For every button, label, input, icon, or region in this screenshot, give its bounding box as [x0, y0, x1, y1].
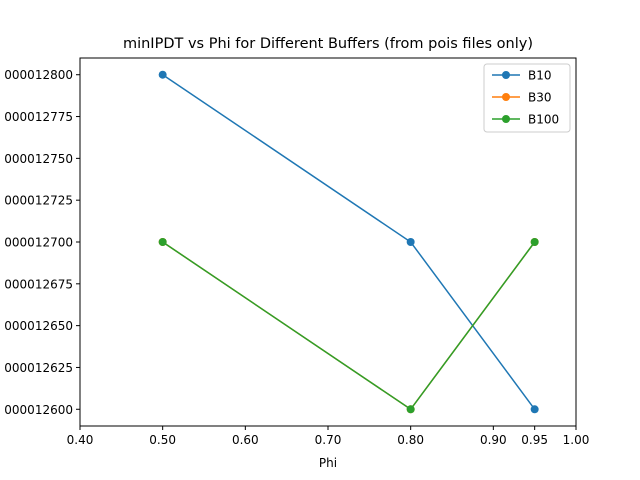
x-axis-title: Phi: [319, 456, 337, 470]
legend-swatch-marker: [502, 71, 510, 79]
legend: B10 B30 B100: [483, 63, 571, 133]
x-tick-label: 0.70: [315, 433, 342, 447]
x-tick-label: 0.95: [521, 433, 548, 447]
x-axis: 0.40 0.50 0.60 0.70 0.80 0.90 0.95 1.00: [67, 426, 590, 447]
data-point-b100: [158, 238, 167, 246]
y-tick-label: 000012800: [4, 68, 73, 82]
legend-swatch-marker: [502, 115, 510, 123]
y-tick-label: 000012650: [4, 319, 73, 333]
x-tick-label: 0.90: [480, 433, 507, 447]
y-tick-label: 000012750: [4, 152, 73, 166]
legend-label: B30: [528, 91, 552, 105]
x-tick-label: 1.00: [563, 433, 590, 447]
legend-swatch-marker: [502, 93, 510, 101]
data-point-b100: [530, 238, 539, 246]
data-point-b10: [406, 238, 415, 246]
data-point-b100: [406, 405, 415, 414]
x-tick-label: 0.60: [232, 433, 259, 447]
legend-label: B100: [528, 113, 559, 127]
legend-label: B10: [528, 69, 552, 83]
data-point-b10: [158, 70, 167, 79]
data-point-b10: [530, 405, 539, 414]
y-tick-label: 000012775: [4, 110, 73, 124]
y-axis: 000012600 000012625 000012650 000012675 0000…: [4, 68, 80, 417]
x-tick-label: 0.50: [149, 433, 176, 447]
legend-box: [483, 63, 571, 133]
y-tick-label: 000012600: [4, 403, 73, 417]
plot-area: [158, 70, 539, 414]
chart-title: minIPDT vs Phi for Different Buffers (fr…: [123, 36, 533, 52]
y-tick-label: 000012700: [4, 236, 73, 250]
y-tick-label: 000012675: [4, 277, 73, 291]
x-tick-label: 0.40: [67, 433, 94, 447]
x-tick-label: 0.80: [397, 433, 424, 447]
y-tick-label: 000012625: [4, 361, 73, 375]
y-tick-label: 000012725: [4, 194, 73, 208]
